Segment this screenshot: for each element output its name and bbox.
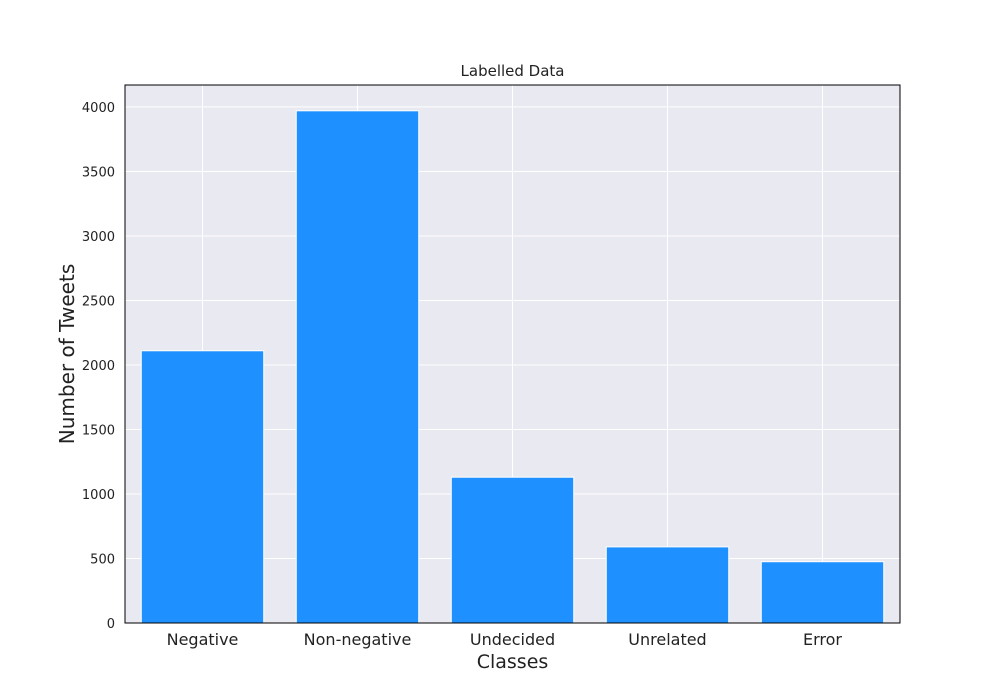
y-tick-label: 500 — [90, 552, 115, 567]
plot-frame — [124, 84, 901, 624]
y-tick-label: 1500 — [82, 423, 115, 438]
bars — [140, 110, 885, 624]
bar-non-negative — [295, 110, 420, 624]
y-axis-ticks: 0 500 1000 1500 2000 2500 3000 3500 4000 — [82, 101, 115, 632]
y-tick-label: 0 — [107, 617, 115, 632]
bar-unrelated — [605, 546, 730, 624]
y-tick-label: 2500 — [82, 294, 115, 309]
y-tick-label: 1000 — [82, 488, 115, 503]
bar-negative — [140, 350, 265, 624]
x-tick-label: Non-negative — [304, 630, 412, 649]
x-axis-label: Classes — [477, 651, 549, 673]
y-tick-label: 3500 — [82, 165, 115, 180]
x-tick-label: Negative — [167, 630, 239, 649]
chart-title: Labelled Data — [461, 62, 565, 80]
y-axis-label: Number of Tweets — [55, 264, 79, 444]
y-tick-label: 2000 — [82, 359, 115, 374]
x-tick-label: Undecided — [470, 630, 555, 649]
bar-error — [760, 561, 885, 624]
x-tick-label: Error — [803, 630, 842, 649]
bar-undecided — [450, 476, 575, 624]
y-tick-label: 3000 — [82, 230, 115, 245]
y-tick-label: 4000 — [82, 101, 115, 116]
plot-area — [124, 84, 901, 624]
x-tick-label: Unrelated — [628, 630, 706, 649]
x-axis-ticks: Negative Non-negative Undecided Unrelated Er… — [167, 630, 843, 649]
